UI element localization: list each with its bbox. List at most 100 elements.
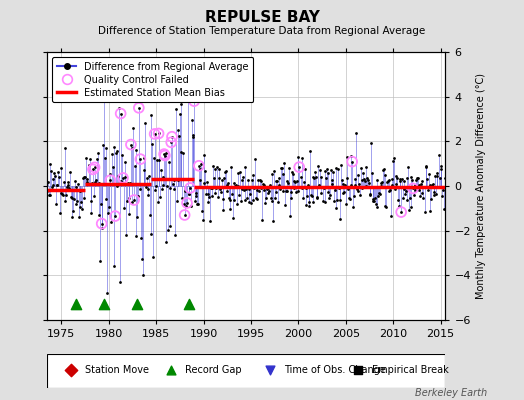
Point xyxy=(252,195,260,201)
Point xyxy=(161,152,169,159)
Point xyxy=(190,98,198,104)
Point xyxy=(428,182,436,188)
Point xyxy=(270,168,278,174)
Point xyxy=(136,156,145,162)
Point xyxy=(73,198,81,204)
Point xyxy=(409,185,417,192)
Point xyxy=(49,176,58,182)
Point xyxy=(286,213,294,220)
Point xyxy=(335,216,344,222)
Point xyxy=(371,195,379,201)
Point xyxy=(168,134,176,140)
Point xyxy=(145,173,154,180)
Point xyxy=(427,196,435,202)
Point xyxy=(144,192,152,199)
Point xyxy=(284,180,292,187)
Point xyxy=(180,201,188,207)
Point xyxy=(353,186,361,193)
Point xyxy=(328,181,336,188)
Point xyxy=(382,204,390,210)
Point xyxy=(185,301,193,308)
Point xyxy=(421,164,430,170)
Point xyxy=(257,185,266,191)
Point xyxy=(264,190,272,196)
Point xyxy=(395,203,403,209)
Point xyxy=(365,192,374,198)
Point xyxy=(122,232,130,239)
Point xyxy=(309,198,318,205)
Point xyxy=(180,212,189,218)
Point xyxy=(90,193,98,200)
Point xyxy=(102,196,111,202)
Point xyxy=(148,141,157,147)
Point xyxy=(225,195,233,201)
Point xyxy=(270,194,279,201)
Point xyxy=(115,105,123,111)
Point xyxy=(259,181,267,187)
Point xyxy=(90,164,99,170)
Point xyxy=(64,178,73,185)
Point xyxy=(262,195,270,201)
Point xyxy=(424,186,432,193)
Point xyxy=(230,197,238,204)
Point xyxy=(296,184,304,191)
Point xyxy=(87,210,95,216)
Point xyxy=(127,145,136,152)
Point xyxy=(166,223,174,230)
Point xyxy=(401,191,409,197)
Point xyxy=(315,182,323,188)
Point xyxy=(172,198,181,204)
Point xyxy=(182,202,190,209)
Point xyxy=(326,166,335,173)
Point xyxy=(125,195,134,202)
Point xyxy=(102,144,110,151)
Point xyxy=(212,185,221,191)
Point xyxy=(52,182,61,188)
Point xyxy=(133,214,141,220)
Point xyxy=(222,182,231,188)
Point xyxy=(238,186,246,192)
Point xyxy=(368,170,376,176)
Point xyxy=(396,178,405,184)
Point xyxy=(160,151,168,157)
Point xyxy=(85,162,93,168)
Point xyxy=(155,156,163,163)
Point xyxy=(63,184,71,190)
Point xyxy=(228,190,236,197)
Point xyxy=(303,192,311,199)
Point xyxy=(66,168,74,175)
Point xyxy=(103,290,112,296)
Point xyxy=(178,194,187,201)
Point xyxy=(200,180,209,186)
Point xyxy=(220,174,228,181)
Point xyxy=(203,190,212,197)
Point xyxy=(281,202,289,208)
Point xyxy=(44,179,52,186)
Point xyxy=(250,185,258,191)
Legend: Difference from Regional Average, Quality Control Failed, Estimated Station Mean: Difference from Regional Average, Qualit… xyxy=(52,57,254,102)
Point xyxy=(116,279,124,285)
Point xyxy=(81,174,89,181)
Point xyxy=(412,177,420,183)
Point xyxy=(49,182,57,188)
Point xyxy=(364,177,372,183)
Point xyxy=(179,149,187,156)
Point xyxy=(325,194,333,201)
Point xyxy=(174,176,182,183)
Point xyxy=(55,174,63,180)
Point xyxy=(394,197,402,204)
Point xyxy=(83,176,92,182)
Point xyxy=(289,170,297,177)
Point xyxy=(267,195,275,201)
Point xyxy=(377,180,386,186)
Point xyxy=(261,200,269,206)
Point xyxy=(91,179,100,186)
Point xyxy=(90,164,99,170)
FancyBboxPatch shape xyxy=(47,354,445,388)
Point xyxy=(241,164,249,170)
Point xyxy=(217,176,226,183)
Point xyxy=(130,163,139,170)
Point xyxy=(54,168,62,175)
Point xyxy=(253,196,261,202)
Point xyxy=(46,161,54,167)
